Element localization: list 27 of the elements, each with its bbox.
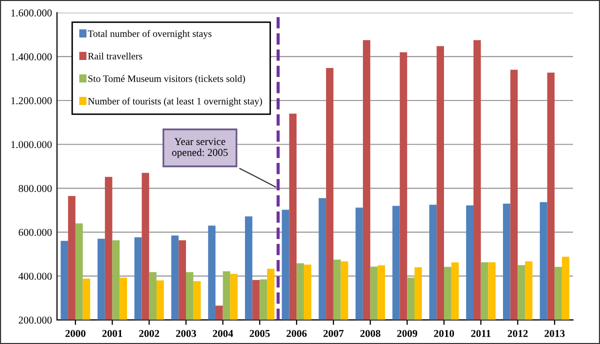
legend-label: Total number of overnight stays xyxy=(88,30,212,39)
x-tick-label: 2013 xyxy=(544,330,565,337)
x-tick-label: 2002 xyxy=(139,330,160,337)
x-tick-label: 2006 xyxy=(286,330,307,337)
x-tick-label: 2012 xyxy=(508,330,528,337)
x-tick-label: 2007 xyxy=(323,330,344,337)
x-tick-label: 2005 xyxy=(250,330,270,337)
y-tick-label: 1.000.000 xyxy=(11,141,52,148)
x-tick-label: 2003 xyxy=(176,330,196,337)
x-tick-label: 2011 xyxy=(471,330,490,337)
x-tick-label: 2004 xyxy=(212,330,234,337)
y-tick-label: 800.000 xyxy=(18,184,52,192)
y-tick-label: 1.400.000 xyxy=(11,53,52,60)
legend-label: Rail travellers xyxy=(88,52,142,60)
legend-label: Sto Tomé Museum visitors (tickets sold) xyxy=(88,75,245,84)
y-tick-label: 200.000 xyxy=(18,316,52,324)
y-tick-label: 400.000 xyxy=(18,272,52,280)
x-tick-label: 2001 xyxy=(102,330,122,337)
x-tick-label: 2010 xyxy=(434,330,454,337)
annotation: Year service opened: 2005 xyxy=(172,138,228,158)
x-tick-label: 2000 xyxy=(65,330,86,337)
x-tick-label: 2009 xyxy=(397,330,418,337)
y-tick-label: 1.600.000 xyxy=(11,9,52,16)
y-tick-label: 600.000 xyxy=(18,228,52,236)
y-tick-label: 1.200.000 xyxy=(11,97,52,104)
legend-label: Number of tourists (at least 1 overnight stay) xyxy=(88,98,262,106)
x-tick-label: 2008 xyxy=(360,330,380,337)
